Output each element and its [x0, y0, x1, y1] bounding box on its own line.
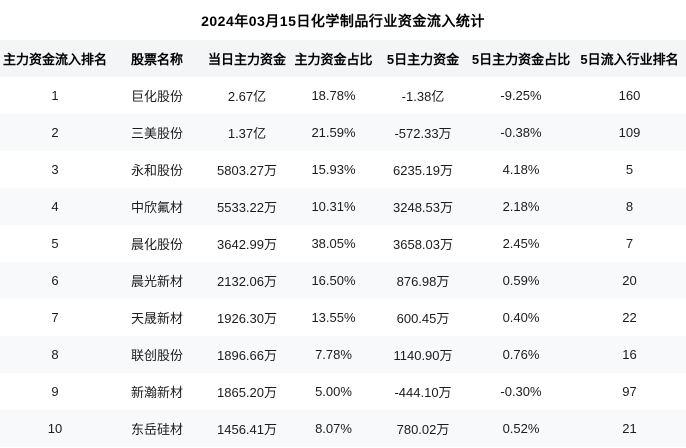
- cell-rank: 2: [0, 114, 110, 151]
- cell-funds-ratio: 7.78%: [290, 336, 377, 373]
- cell-stock-name: 新瀚新材: [110, 373, 204, 410]
- cell-stock-name: 巨化股份: [110, 77, 204, 114]
- cell-today-funds: 1926.30万: [204, 299, 290, 336]
- cell-5day-funds: 876.98万: [377, 262, 469, 299]
- cell-rank: 8: [0, 336, 110, 373]
- column-header-funds-ratio: 主力资金占比: [290, 40, 377, 77]
- cell-5day-funds: -1.38亿: [377, 77, 469, 114]
- cell-5day-ratio: 4.18%: [469, 151, 573, 188]
- cell-stock-name: 天晟新材: [110, 299, 204, 336]
- cell-funds-ratio: 38.05%: [290, 225, 377, 262]
- column-header-5day-funds: 5日主力资金: [377, 40, 469, 77]
- cell-today-funds: 1865.20万: [204, 373, 290, 410]
- cell-5day-ratio: 2.45%: [469, 225, 573, 262]
- cell-stock-name: 晨光新材: [110, 262, 204, 299]
- cell-today-funds: 1456.41万: [204, 410, 290, 447]
- cell-stock-name: 东岳硅材: [110, 410, 204, 447]
- cell-rank: 4: [0, 188, 110, 225]
- table-row: 5 晨化股份 3642.99万 38.05% 3658.03万 2.45% 7: [0, 225, 686, 262]
- table-row: 8 联创股份 1896.66万 7.78% 1140.90万 0.76% 16: [0, 336, 686, 373]
- cell-funds-ratio: 5.00%: [290, 373, 377, 410]
- cell-5day-funds: 3658.03万: [377, 225, 469, 262]
- cell-today-funds: 2.67亿: [204, 77, 290, 114]
- cell-5day-funds: 600.45万: [377, 299, 469, 336]
- cell-today-funds: 2132.06万: [204, 262, 290, 299]
- cell-funds-ratio: 16.50%: [290, 262, 377, 299]
- cell-5day-ratio: -9.25%: [469, 77, 573, 114]
- cell-rank: 5: [0, 225, 110, 262]
- cell-5day-funds: 780.02万: [377, 410, 469, 447]
- column-header-today-funds: 当日主力资金: [204, 40, 290, 77]
- cell-5day-funds: -572.33万: [377, 114, 469, 151]
- cell-5day-ratio: 0.52%: [469, 410, 573, 447]
- cell-5day-ratio: 2.18%: [469, 188, 573, 225]
- column-header-rank: 主力资金流入排名: [0, 40, 110, 77]
- table-row: 2 三美股份 1.37亿 21.59% -572.33万 -0.38% 109: [0, 114, 686, 151]
- table-row: 1 巨化股份 2.67亿 18.78% -1.38亿 -9.25% 160: [0, 77, 686, 114]
- cell-today-funds: 1.37亿: [204, 114, 290, 151]
- cell-funds-ratio: 8.07%: [290, 410, 377, 447]
- cell-funds-ratio: 18.78%: [290, 77, 377, 114]
- fund-flow-table: 主力资金流入排名 股票名称 当日主力资金 主力资金占比 5日主力资金 5日主力资…: [0, 40, 686, 447]
- cell-5day-rank: 109: [573, 114, 686, 151]
- cell-5day-rank: 5: [573, 151, 686, 188]
- column-header-5day-ratio: 5日主力资金占比: [469, 40, 573, 77]
- cell-5day-funds: 3248.53万: [377, 188, 469, 225]
- cell-rank: 10: [0, 410, 110, 447]
- cell-stock-name: 中欣氟材: [110, 188, 204, 225]
- cell-5day-rank: 20: [573, 262, 686, 299]
- cell-5day-ratio: 0.76%: [469, 336, 573, 373]
- cell-stock-name: 永和股份: [110, 151, 204, 188]
- table-row: 9 新瀚新材 1865.20万 5.00% -444.10万 -0.30% 97: [0, 373, 686, 410]
- cell-rank: 1: [0, 77, 110, 114]
- cell-5day-rank: 16: [573, 336, 686, 373]
- column-header-5day-rank: 5日流入行业排名: [573, 40, 686, 77]
- cell-5day-ratio: 0.40%: [469, 299, 573, 336]
- cell-5day-rank: 97: [573, 373, 686, 410]
- table-row: 10 东岳硅材 1456.41万 8.07% 780.02万 0.52% 21: [0, 410, 686, 447]
- cell-stock-name: 晨化股份: [110, 225, 204, 262]
- cell-5day-ratio: -0.38%: [469, 114, 573, 151]
- page-title: 2024年03月15日化学制品行业资金流入统计: [201, 13, 485, 29]
- cell-today-funds: 3642.99万: [204, 225, 290, 262]
- cell-5day-rank: 21: [573, 410, 686, 447]
- column-header-stock-name: 股票名称: [110, 40, 204, 77]
- cell-rank: 3: [0, 151, 110, 188]
- header-row: 主力资金流入排名 股票名称 当日主力资金 主力资金占比 5日主力资金 5日主力资…: [0, 40, 686, 77]
- cell-5day-rank: 160: [573, 77, 686, 114]
- cell-5day-funds: 1140.90万: [377, 336, 469, 373]
- cell-stock-name: 联创股份: [110, 336, 204, 373]
- cell-5day-rank: 8: [573, 188, 686, 225]
- table-row: 4 中欣氟材 5533.22万 10.31% 3248.53万 2.18% 8: [0, 188, 686, 225]
- cell-5day-rank: 22: [573, 299, 686, 336]
- cell-5day-ratio: 0.59%: [469, 262, 573, 299]
- table-row: 3 永和股份 5803.27万 15.93% 6235.19万 4.18% 5: [0, 151, 686, 188]
- cell-5day-ratio: -0.30%: [469, 373, 573, 410]
- cell-5day-funds: 6235.19万: [377, 151, 469, 188]
- cell-funds-ratio: 21.59%: [290, 114, 377, 151]
- table-header: 主力资金流入排名 股票名称 当日主力资金 主力资金占比 5日主力资金 5日主力资…: [0, 40, 686, 77]
- cell-5day-rank: 7: [573, 225, 686, 262]
- table-row: 6 晨光新材 2132.06万 16.50% 876.98万 0.59% 20: [0, 262, 686, 299]
- table-row: 7 天晟新材 1926.30万 13.55% 600.45万 0.40% 22: [0, 299, 686, 336]
- cell-5day-funds: -444.10万: [377, 373, 469, 410]
- table-body: 1 巨化股份 2.67亿 18.78% -1.38亿 -9.25% 160 2 三美股份 1.37…: [0, 77, 686, 447]
- cell-stock-name: 三美股份: [110, 114, 204, 151]
- cell-rank: 6: [0, 262, 110, 299]
- cell-rank: 9: [0, 373, 110, 410]
- cell-rank: 7: [0, 299, 110, 336]
- cell-funds-ratio: 10.31%: [290, 188, 377, 225]
- cell-today-funds: 1896.66万: [204, 336, 290, 373]
- cell-funds-ratio: 13.55%: [290, 299, 377, 336]
- cell-funds-ratio: 15.93%: [290, 151, 377, 188]
- cell-today-funds: 5533.22万: [204, 188, 290, 225]
- cell-today-funds: 5803.27万: [204, 151, 290, 188]
